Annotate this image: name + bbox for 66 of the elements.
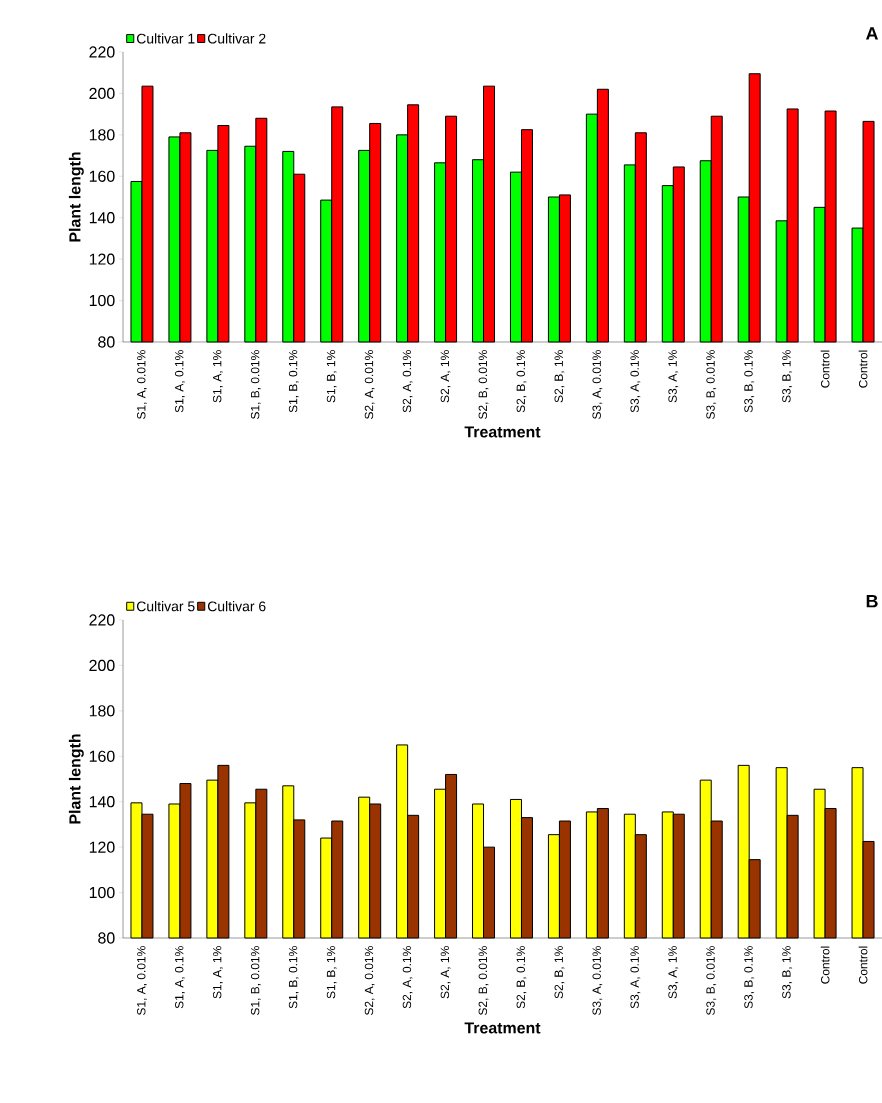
x-tick-label: S1, A, 0.1% <box>174 350 185 413</box>
x-tick-label: S3, A, 1% <box>668 946 679 999</box>
y-tick-label: 140 <box>89 212 115 224</box>
x-tick-label: S1, B, 0.01% <box>250 350 261 419</box>
x-tick-label: S3, A, 0.1% <box>630 350 641 413</box>
x-tick-label: S2, B, 0.1% <box>516 350 527 413</box>
x-tick-label: S1, B, 0.1% <box>288 946 299 1009</box>
y-axis-title: Plant length <box>68 734 84 824</box>
x-axis-title: Treatment <box>464 426 541 438</box>
y-tick-label: 200 <box>89 659 115 672</box>
chart-title: B <box>866 594 878 608</box>
y-tick-label: 160 <box>89 750 115 762</box>
x-tick-label: S3, B, 0.01% <box>706 350 717 419</box>
x-tick-label: S3, B, 1% <box>782 350 793 403</box>
x-tick-label: S1, B, 1% <box>326 946 337 999</box>
y-tick-label: 200 <box>89 87 115 100</box>
x-tick-label: S1, A, 0.01% <box>137 350 147 419</box>
x-tick-label: S2, B, 0.01% <box>478 946 489 1016</box>
x-tick-label: S3, A, 0.01% <box>592 946 603 1016</box>
x-tick-label: S3, B, 0.1% <box>744 350 755 413</box>
x-tick-label: S3, A, 0.1% <box>630 946 641 1009</box>
y-tick-label: 220 <box>89 614 115 626</box>
y-tick-label: 100 <box>89 886 115 899</box>
chart-title: A <box>865 27 879 40</box>
x-tick-label: S1, A, 0.1% <box>174 946 185 1009</box>
x-tick-label: Control <box>858 946 868 984</box>
x-tick-label: S2, A, 0.1% <box>402 350 413 413</box>
x-tick-label: S1, B, 0.01% <box>250 946 261 1016</box>
x-tick-label: S2, A, 1% <box>440 946 451 999</box>
x-tick-label: S3, A, 0.01% <box>592 350 603 419</box>
x-tick-label: Control <box>858 350 868 388</box>
legend-label: Cultivar 5 <box>136 601 195 612</box>
x-tick-label: S3, B, 0.1% <box>744 946 755 1009</box>
y-tick-label: 120 <box>89 253 115 265</box>
x-tick-label: S2, A, 0.01% <box>364 946 375 1016</box>
y-tick-label: 160 <box>89 170 115 182</box>
x-tick-label: S1, B, 1% <box>326 350 337 403</box>
x-tick-label: S1, B, 0.1% <box>288 350 299 413</box>
y-tick-label: 100 <box>89 294 115 307</box>
x-tick-label: Control <box>820 946 830 984</box>
x-tick-label: S2, B, 0.01% <box>478 350 489 419</box>
x-tick-label: S2, A, 0.01% <box>364 350 375 419</box>
y-tick-label: 140 <box>89 796 115 808</box>
y-tick-label: 180 <box>89 129 115 141</box>
y-tick-label: 80 <box>98 336 115 348</box>
x-axis-title: Treatment <box>464 1022 541 1034</box>
x-tick-label: S1, A, 1% <box>212 350 223 403</box>
x-tick-label: S3, B, 1% <box>782 946 793 999</box>
x-tick-label: S1, A, 1% <box>212 946 223 999</box>
x-tick-label: S2, A, 1% <box>440 350 451 403</box>
x-tick-label: S3, A, 1% <box>668 350 679 403</box>
y-tick-label: 80 <box>98 932 115 944</box>
x-tick-label: S2, A, 0.1% <box>402 946 413 1009</box>
x-tick-label: S2, B, 1% <box>554 350 565 403</box>
legend-label: Cultivar 2 <box>207 33 266 44</box>
y-tick-label: 120 <box>89 841 115 853</box>
x-tick-label: S1, A, 0.01% <box>137 946 147 1016</box>
x-tick-label: S2, B, 0.1% <box>516 946 527 1009</box>
y-tick-label: 180 <box>89 705 115 717</box>
x-tick-label: Control <box>820 350 830 388</box>
y-axis-title: Plant length <box>68 152 84 242</box>
legend-label: Cultivar 6 <box>207 601 266 612</box>
y-tick-label: 220 <box>89 46 115 58</box>
x-tick-label: S3, B, 0.01% <box>706 946 717 1016</box>
legend-label: Cultivar 1 <box>136 33 195 44</box>
x-tick-label: S2, B, 1% <box>554 946 565 999</box>
